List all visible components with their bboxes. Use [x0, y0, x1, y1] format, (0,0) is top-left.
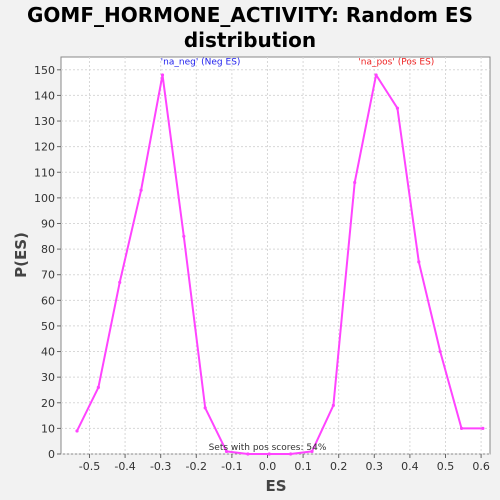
series-line — [76, 73, 483, 455]
x-axis-label: ES — [265, 477, 286, 495]
data-point — [203, 406, 207, 410]
data-point — [96, 385, 100, 390]
y-tick-label: 80 — [41, 243, 55, 256]
axes: 0 10 20 30 40 50 60 70 80 90 100 110 120 130 140 150 -0.… — [34, 64, 490, 473]
y-axis-label: P(ES) — [12, 232, 30, 278]
data-point — [353, 180, 357, 185]
y-tick-label: 90 — [41, 217, 55, 230]
data-point — [75, 429, 79, 433]
y-tick-label: 60 — [41, 294, 55, 307]
series-layer — [75, 73, 485, 456]
data-point — [224, 449, 229, 454]
data-point — [374, 73, 378, 77]
x-tick-label: 0.2 — [330, 460, 348, 473]
y-tick-label: 100 — [34, 192, 55, 205]
chart-title-line2: distribution — [184, 28, 316, 52]
chart-title-line1: GOMF_HORMONE_ACTIVITY: Random ES — [27, 3, 473, 27]
x-tick-label: 0.3 — [366, 460, 384, 473]
x-tick-label: -0.5 — [79, 460, 100, 473]
y-tick-label: 70 — [41, 269, 55, 282]
data-point — [246, 452, 250, 456]
footnote-pos-scores: Sets with pos scores: 54% — [209, 443, 327, 453]
y-tick-label: 30 — [41, 371, 55, 384]
y-tick-label: 10 — [41, 422, 55, 435]
data-point — [395, 106, 400, 110]
data-point — [310, 449, 314, 454]
data-point — [417, 260, 421, 264]
y-tick-label: 0 — [48, 448, 55, 461]
data-point — [267, 452, 271, 456]
x-tick-label: 0.4 — [401, 460, 419, 473]
y-tick-label: 40 — [41, 346, 55, 359]
data-point — [438, 349, 442, 354]
data-point — [182, 234, 186, 238]
y-tick-label: 140 — [34, 89, 55, 102]
annotation-neg: 'na_neg' (Neg ES) — [161, 58, 241, 68]
data-point — [139, 188, 143, 192]
y-tick-label: 150 — [34, 64, 55, 77]
x-tick-label: -0.3 — [150, 460, 171, 473]
grid — [61, 57, 490, 455]
data-point — [459, 426, 464, 430]
x-tick-label: -0.2 — [186, 460, 207, 473]
x-tick-label: -0.4 — [114, 460, 135, 473]
y-tick-label: 130 — [34, 115, 55, 128]
x-tick-label: 0.5 — [437, 460, 455, 473]
y-tick-label: 50 — [41, 320, 55, 333]
data-point — [160, 73, 165, 77]
x-tick-label: -0.1 — [221, 460, 242, 473]
y-tick-label: 110 — [34, 166, 55, 179]
y-tick-label: 20 — [41, 397, 55, 410]
annotation-layer: 'na_neg' (Neg ES) 'na_pos' (Pos ES) Sets w… — [161, 58, 435, 453]
data-point — [481, 426, 485, 430]
y-tick-label: 120 — [34, 141, 55, 154]
x-tick-label: 0.1 — [294, 460, 312, 473]
annotation-pos: 'na_pos' (Pos ES) — [358, 58, 434, 68]
x-tick-label: 0.6 — [472, 460, 490, 473]
data-point — [118, 280, 122, 284]
data-point — [331, 403, 335, 407]
data-point — [289, 452, 293, 456]
x-tick-label: 0.0 — [259, 460, 277, 473]
